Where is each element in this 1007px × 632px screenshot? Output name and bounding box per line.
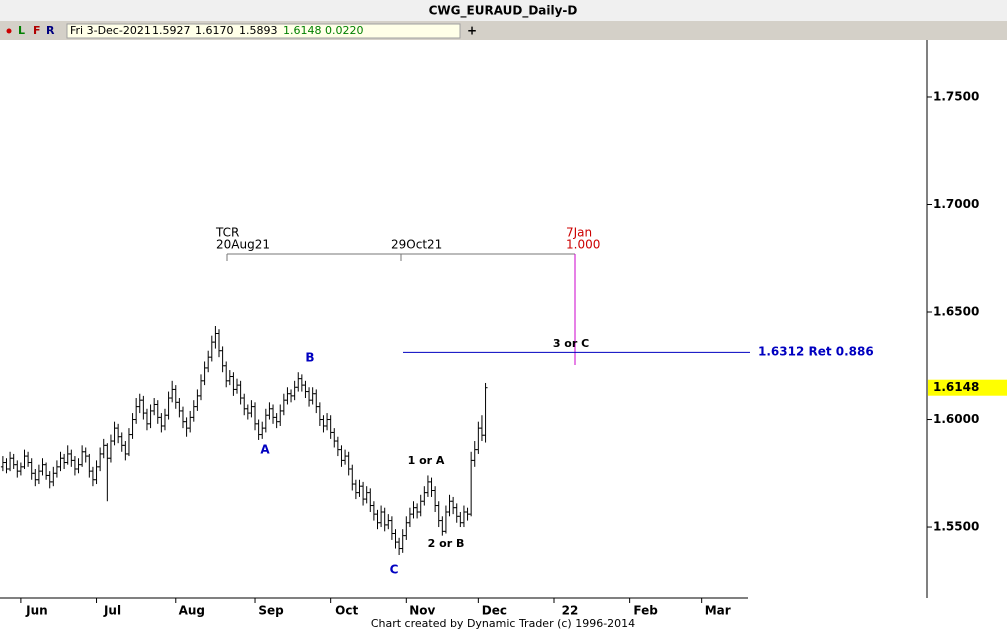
readout-date: Fri 3-Dec-2021 xyxy=(70,24,151,37)
readout-close: 1.6148 xyxy=(283,24,322,37)
y-tick-label: 1.7000 xyxy=(933,197,979,211)
wave-label: C xyxy=(390,563,399,577)
record-dot[interactable] xyxy=(6,28,12,34)
add-button[interactable]: + xyxy=(467,24,477,38)
x-tick-label: Jun xyxy=(25,604,48,618)
x-tick-label: Nov xyxy=(409,604,435,618)
readout-change: 0.0220 xyxy=(325,24,364,37)
x-tick-label: Jul xyxy=(103,604,121,618)
readout-box xyxy=(66,23,461,39)
readout-high: 1.6170 xyxy=(195,24,234,37)
title-bar xyxy=(0,0,1007,21)
wave-label: 2 or B xyxy=(428,537,465,550)
annotation: 3 or C xyxy=(553,337,589,350)
wave-label: A xyxy=(260,443,270,457)
last-price-box xyxy=(928,379,1007,396)
button-r[interactable]: R xyxy=(46,24,55,37)
annotation: TCR xyxy=(215,226,239,240)
x-tick-label: 22 xyxy=(562,604,579,618)
chart-title: CWG_EURAUD_Daily-D xyxy=(429,4,578,19)
x-tick-label: Mar xyxy=(705,604,731,618)
footer: Chart created by Dynamic Trader (c) 1996… xyxy=(371,617,635,630)
wave-label: 1 or A xyxy=(408,454,445,467)
y-tick-label: 1.6000 xyxy=(933,412,979,426)
annotation: 7Jan xyxy=(566,226,592,240)
annotation: 29Oct21 xyxy=(391,238,442,252)
annotation: 20Aug21 xyxy=(216,238,270,252)
x-tick-label: Oct xyxy=(335,604,358,618)
x-tick-label: Dec xyxy=(482,604,507,618)
x-tick-label: Feb xyxy=(633,604,658,618)
x-tick-label: Sep xyxy=(258,604,284,618)
retracement-label: 1.6312 Ret 0.886 xyxy=(758,345,874,359)
button-f[interactable]: F xyxy=(33,24,41,37)
button-l[interactable]: L xyxy=(18,24,25,37)
annotation: 1.000 xyxy=(566,238,600,252)
readout-low: 1.5893 xyxy=(239,24,278,37)
y-tick-label: 1.5500 xyxy=(933,520,979,534)
x-tick-label: Aug xyxy=(179,604,205,618)
readout-open: 1.5927 xyxy=(152,24,191,37)
y-tick-label: 1.7500 xyxy=(933,89,979,103)
y-tick-label: 1.6500 xyxy=(933,305,979,319)
last-price-label: 1.6148 xyxy=(933,380,979,394)
wave-label: B xyxy=(305,351,314,365)
